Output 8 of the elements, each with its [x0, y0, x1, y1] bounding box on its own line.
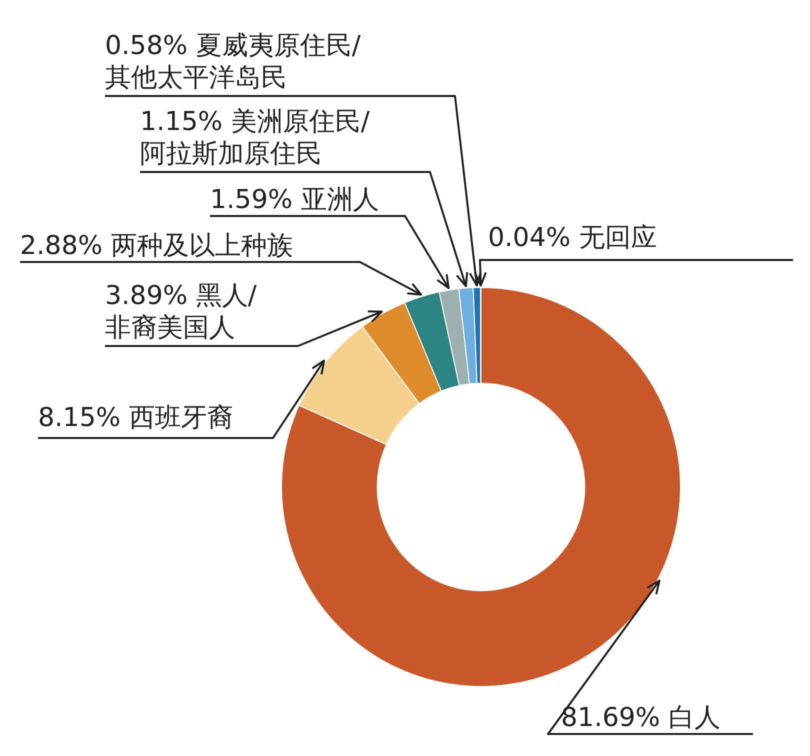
slice-label: 0.04% 无回应 — [488, 223, 657, 253]
slice-label: 8.15% 西班牙裔 — [38, 403, 233, 433]
slice-label: 1.59% 亚洲人 — [210, 185, 379, 215]
slice-label: 2.88% 两种及以上种族 — [20, 231, 293, 261]
slice-label: 81.69% 白人 — [561, 703, 720, 733]
slice-label: 0.58% 夏威夷原住民/其他太平洋岛民 — [105, 31, 361, 93]
slice-label: 3.89% 黑人/非裔美国人 — [105, 281, 257, 343]
slice-label: 1.15% 美洲原住民/阿拉斯加原住民 — [140, 107, 370, 169]
